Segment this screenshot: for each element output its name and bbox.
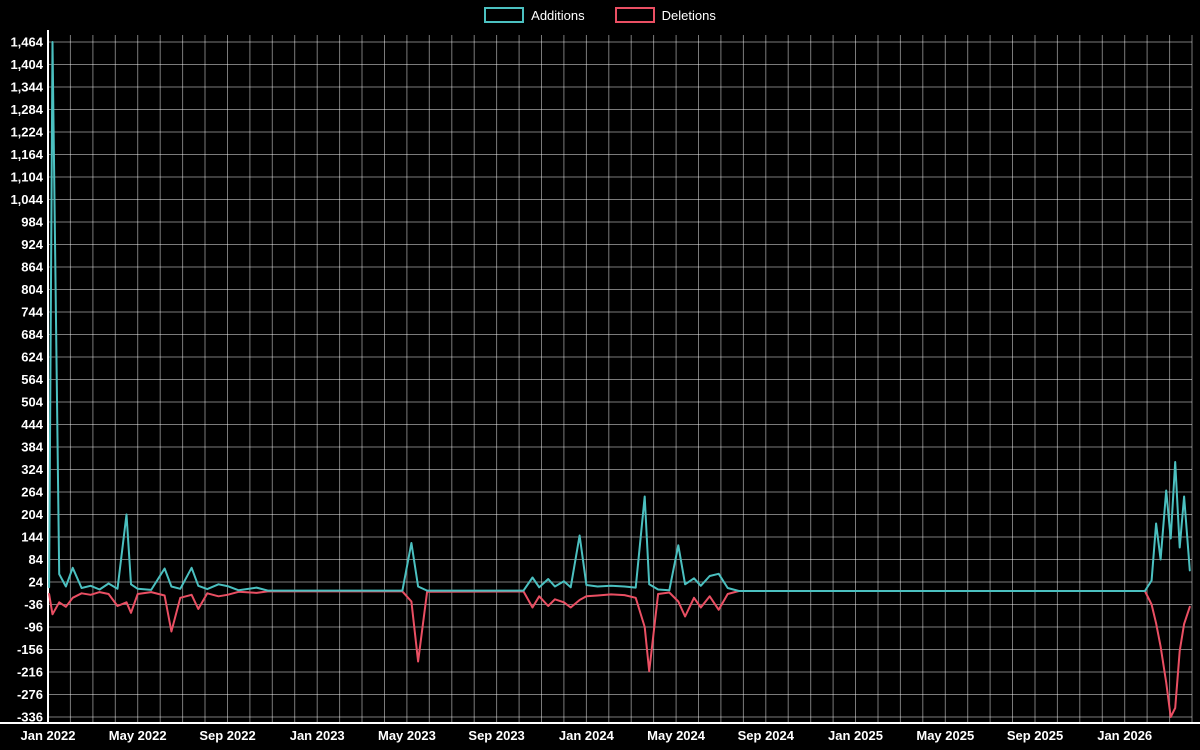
y-tick-label: 24 bbox=[29, 575, 44, 590]
y-tick-label: 324 bbox=[21, 462, 43, 477]
x-tick-label: Jan 2026 bbox=[1097, 728, 1152, 743]
legend-item-deletions[interactable]: Deletions bbox=[614, 7, 716, 23]
y-tick-label: 1,404 bbox=[10, 57, 43, 72]
y-tick-label: 624 bbox=[21, 350, 43, 365]
y-tick-label: 204 bbox=[21, 507, 43, 522]
x-tick-label: Jan 2022 bbox=[21, 728, 76, 743]
x-tick-label: Jan 2024 bbox=[559, 728, 615, 743]
chart-legend: Additions Deletions bbox=[0, 7, 1200, 23]
y-tick-label: -156 bbox=[17, 642, 43, 657]
x-tick-label: Jan 2025 bbox=[828, 728, 883, 743]
x-tick-label: Sep 2022 bbox=[199, 728, 255, 743]
y-tick-label: 804 bbox=[21, 282, 43, 297]
y-tick-label: 144 bbox=[21, 530, 43, 545]
additions-line bbox=[48, 41, 1191, 592]
x-tick-label: May 2025 bbox=[916, 728, 974, 743]
y-tick-label: 444 bbox=[21, 417, 43, 432]
deletions-legend-swatch bbox=[614, 7, 655, 23]
x-tick-label: Sep 2024 bbox=[738, 728, 795, 743]
x-tick-label: Jan 2023 bbox=[290, 728, 345, 743]
y-tick-label: 744 bbox=[21, 305, 43, 320]
y-tick-label: 1,464 bbox=[10, 35, 43, 50]
deletions-legend-label: Deletions bbox=[661, 7, 716, 23]
y-tick-label: 984 bbox=[21, 215, 43, 230]
y-tick-label: 564 bbox=[21, 372, 43, 387]
y-tick-label: -96 bbox=[24, 620, 43, 635]
x-tick-label: May 2022 bbox=[109, 728, 167, 743]
y-tick-label: -216 bbox=[17, 665, 43, 680]
additions-legend-label: Additions bbox=[531, 7, 585, 23]
deletions-line bbox=[48, 590, 1191, 718]
y-tick-label: 1,044 bbox=[10, 192, 43, 207]
y-tick-label: 1,164 bbox=[10, 147, 43, 162]
y-tick-label: 924 bbox=[21, 237, 43, 252]
y-tick-label: 684 bbox=[21, 327, 43, 342]
y-tick-label: 264 bbox=[21, 485, 43, 500]
y-tick-label: -336 bbox=[17, 710, 43, 725]
legend-item-additions[interactable]: Additions bbox=[484, 7, 585, 23]
y-tick-label: 84 bbox=[29, 552, 44, 567]
x-tick-label: Sep 2023 bbox=[468, 728, 524, 743]
y-tick-label: -36 bbox=[24, 597, 43, 612]
y-tick-label: -276 bbox=[17, 687, 43, 702]
additions-legend-swatch bbox=[484, 7, 525, 23]
y-tick-label: 1,224 bbox=[10, 125, 43, 140]
x-tick-label: May 2023 bbox=[378, 728, 436, 743]
x-tick-label: May 2024 bbox=[647, 728, 706, 743]
x-tick-label: Sep 2025 bbox=[1007, 728, 1063, 743]
y-tick-label: 864 bbox=[21, 260, 43, 275]
y-tick-label: 1,344 bbox=[10, 80, 43, 95]
y-tick-label: 504 bbox=[21, 395, 43, 410]
y-tick-label: 1,104 bbox=[10, 170, 43, 185]
y-tick-label: 384 bbox=[21, 440, 43, 455]
y-tick-label: 1,284 bbox=[10, 102, 43, 117]
